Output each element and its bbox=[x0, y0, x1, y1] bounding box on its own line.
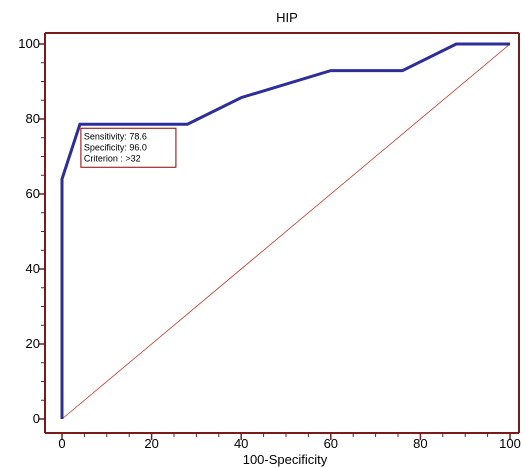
y-tick-label: 80 bbox=[26, 111, 40, 126]
y-tick-label: 0 bbox=[33, 411, 40, 426]
x-tick-label: 100 bbox=[499, 436, 521, 451]
x-tick-label: 80 bbox=[413, 436, 427, 451]
plot-area bbox=[44, 32, 520, 434]
series-layer bbox=[60, 42, 511, 420]
y-tick-label: 20 bbox=[26, 336, 40, 351]
y-tick-label: 40 bbox=[26, 261, 40, 276]
y-tick-label: 100 bbox=[18, 36, 40, 51]
annotation-line: Criterion : >32 bbox=[84, 153, 141, 163]
y-axis-ticks: 0 20 40 60 80 100 bbox=[18, 36, 45, 426]
chart-title: HIP bbox=[276, 10, 298, 25]
x-tick-label: 0 bbox=[58, 436, 65, 451]
annotation-line: Specificity: 96.0 bbox=[84, 142, 147, 152]
annotation-box bbox=[80, 127, 177, 168]
roc-curve-line bbox=[60, 42, 510, 419]
x-tick-label: 20 bbox=[144, 436, 158, 451]
reference-diagonal-line bbox=[61, 43, 511, 420]
x-tick-label: 60 bbox=[324, 436, 338, 451]
annotation-line: Sensitivity: 78.6 bbox=[84, 131, 147, 141]
x-axis-ticks: 0 20 40 60 80 100 bbox=[58, 433, 521, 451]
x-tick-label: 40 bbox=[234, 436, 248, 451]
x-axis-label: 100-Specificity bbox=[243, 452, 328, 467]
y-tick-label: 60 bbox=[26, 186, 40, 201]
